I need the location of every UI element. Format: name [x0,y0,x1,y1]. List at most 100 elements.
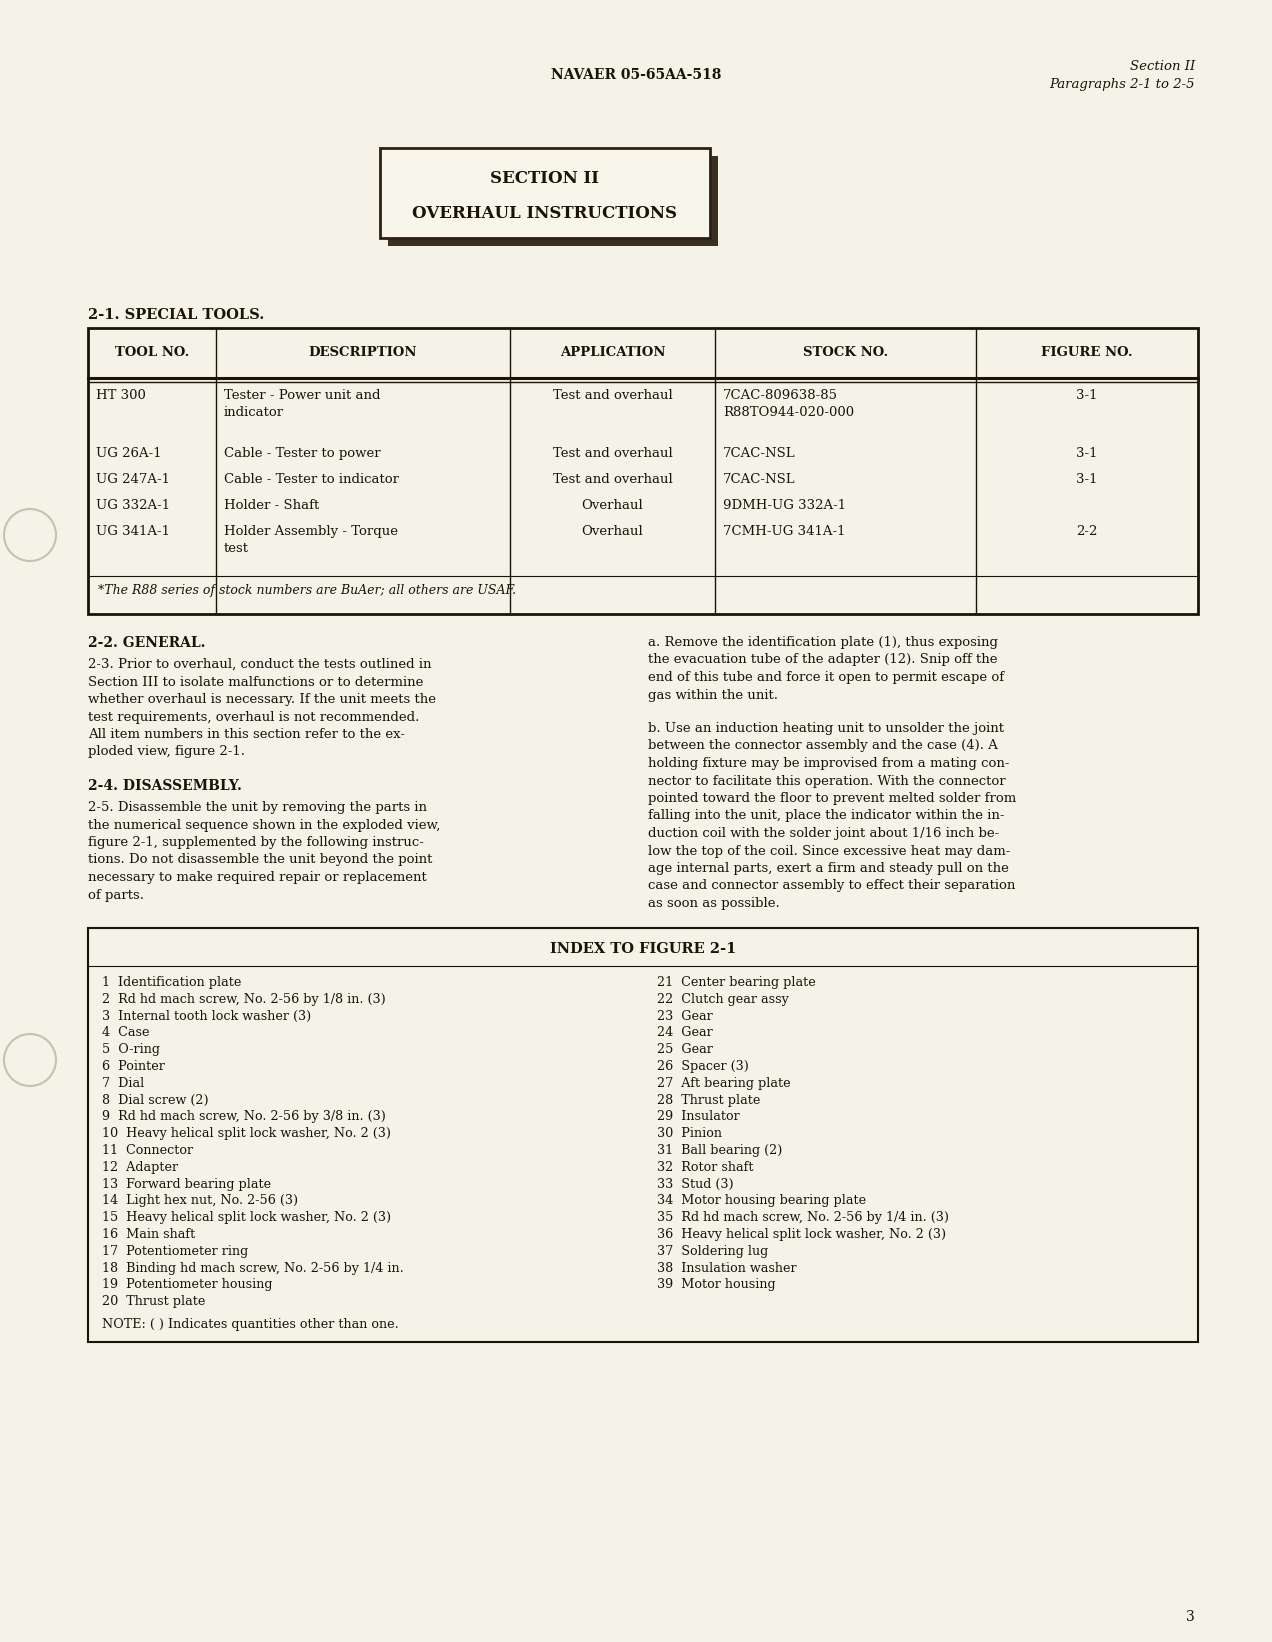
Text: 2-3. Prior to overhaul, conduct the tests outlined in: 2-3. Prior to overhaul, conduct the test… [88,658,431,672]
Text: 6  Pointer: 6 Pointer [102,1061,165,1072]
Text: APPLICATION: APPLICATION [560,346,665,360]
Text: SECTION II: SECTION II [491,171,599,187]
Circle shape [4,1034,56,1085]
Text: HT 300: HT 300 [95,389,146,402]
Text: 33  Stud (3): 33 Stud (3) [658,1177,734,1190]
Text: 35  Rd hd mach screw, No. 2-56 by 1/4 in. (3): 35 Rd hd mach screw, No. 2-56 by 1/4 in.… [658,1212,949,1225]
Text: UG 247A-1: UG 247A-1 [95,473,170,486]
Text: 23  Gear: 23 Gear [658,1010,712,1023]
Text: 21  Center bearing plate: 21 Center bearing plate [658,975,815,988]
Text: OVERHAUL INSTRUCTIONS: OVERHAUL INSTRUCTIONS [412,205,678,222]
Text: Cable - Tester to power: Cable - Tester to power [224,447,380,460]
Text: All item numbers in this section refer to the ex-: All item numbers in this section refer t… [88,727,404,741]
Text: as soon as possible.: as soon as possible. [647,897,780,910]
Text: 2  Rd hd mach screw, No. 2-56 by 1/8 in. (3): 2 Rd hd mach screw, No. 2-56 by 1/8 in. … [102,993,385,1007]
Text: Overhaul: Overhaul [581,499,644,512]
Text: 22  Clutch gear assy: 22 Clutch gear assy [658,993,789,1007]
Text: 10  Heavy helical split lock washer, No. 2 (3): 10 Heavy helical split lock washer, No. … [102,1126,391,1140]
Text: a. Remove the identification plate (1), thus exposing: a. Remove the identification plate (1), … [647,635,999,649]
Text: the numerical sequence shown in the exploded view,: the numerical sequence shown in the expl… [88,818,440,831]
Text: 18  Binding hd mach screw, No. 2-56 by 1/4 in.: 18 Binding hd mach screw, No. 2-56 by 1/… [102,1261,403,1274]
Text: 7CAC-NSL: 7CAC-NSL [724,447,796,460]
Text: of parts.: of parts. [88,888,144,901]
Text: 20  Thrust plate: 20 Thrust plate [102,1296,205,1309]
Text: 30  Pinion: 30 Pinion [658,1126,722,1140]
Text: age internal parts, exert a firm and steady pull on the: age internal parts, exert a firm and ste… [647,862,1009,875]
Text: 19  Potentiometer housing: 19 Potentiometer housing [102,1279,272,1291]
Text: 13  Forward bearing plate: 13 Forward bearing plate [102,1177,271,1190]
Bar [388,156,717,246]
Text: 7  Dial: 7 Dial [102,1077,144,1090]
Text: nector to facilitate this operation. With the connector: nector to facilitate this operation. Wit… [647,775,1006,788]
Text: b. Use an induction heating unit to unsolder the joint: b. Use an induction heating unit to unso… [647,722,1004,736]
Text: 25  Gear: 25 Gear [658,1043,712,1056]
Text: Cable - Tester to indicator: Cable - Tester to indicator [224,473,398,486]
Text: 3  Internal tooth lock washer (3): 3 Internal tooth lock washer (3) [102,1010,312,1023]
Text: 9DMH-UG 332A-1: 9DMH-UG 332A-1 [724,499,846,512]
Text: 34  Motor housing bearing plate: 34 Motor housing bearing plate [658,1194,866,1207]
Text: 28  Thrust plate: 28 Thrust plate [658,1094,761,1107]
Text: 9  Rd hd mach screw, No. 2-56 by 3/8 in. (3): 9 Rd hd mach screw, No. 2-56 by 3/8 in. … [102,1110,385,1123]
Text: R88TO944-020-000: R88TO944-020-000 [724,406,855,419]
Text: necessary to make required repair or replacement: necessary to make required repair or rep… [88,870,426,883]
Text: UG 332A-1: UG 332A-1 [95,499,170,512]
Text: case and connector assembly to effect their separation: case and connector assembly to effect th… [647,880,1015,893]
Text: 2-2: 2-2 [1076,525,1098,539]
Text: 7CMH-UG 341A-1: 7CMH-UG 341A-1 [724,525,846,539]
Text: between the connector assembly and the case (4). A: between the connector assembly and the c… [647,739,997,752]
Text: 16  Main shaft: 16 Main shaft [102,1228,195,1241]
Text: 29  Insulator: 29 Insulator [658,1110,740,1123]
Text: duction coil with the solder joint about 1/16 inch be-: duction coil with the solder joint about… [647,828,1000,841]
Text: 1  Identification plate: 1 Identification plate [102,975,242,988]
Text: indicator: indicator [224,406,284,419]
Text: tions. Do not disassemble the unit beyond the point: tions. Do not disassemble the unit beyon… [88,854,432,867]
Text: 17  Potentiometer ring: 17 Potentiometer ring [102,1245,248,1258]
Text: end of this tube and force it open to permit escape of: end of this tube and force it open to pe… [647,672,1004,685]
Text: 27  Aft bearing plate: 27 Aft bearing plate [658,1077,791,1090]
Text: falling into the unit, place the indicator within the in-: falling into the unit, place the indicat… [647,810,1005,823]
Text: 3: 3 [1187,1611,1194,1624]
Text: test: test [224,542,248,555]
Text: 7CAC-NSL: 7CAC-NSL [724,473,796,486]
Text: 26  Spacer (3): 26 Spacer (3) [658,1061,749,1072]
Text: 39  Motor housing: 39 Motor housing [658,1279,776,1291]
Text: DESCRIPTION: DESCRIPTION [309,346,417,360]
Bar [88,928,1198,1342]
Text: 5  O-ring: 5 O-ring [102,1043,160,1056]
Text: ploded view, figure 2-1.: ploded view, figure 2-1. [88,745,245,759]
Text: test requirements, overhaul is not recommended.: test requirements, overhaul is not recom… [88,711,420,724]
Text: 37  Soldering lug: 37 Soldering lug [658,1245,768,1258]
Bar [380,148,710,238]
Text: 31  Ball bearing (2): 31 Ball bearing (2) [658,1144,782,1158]
Text: 2-1. SPECIAL TOOLS.: 2-1. SPECIAL TOOLS. [88,309,265,322]
Text: Overhaul: Overhaul [581,525,644,539]
Text: FIGURE NO.: FIGURE NO. [1042,346,1133,360]
Text: INDEX TO FIGURE 2-1: INDEX TO FIGURE 2-1 [550,943,736,956]
Text: Test and overhaul: Test and overhaul [552,447,673,460]
Text: 11  Connector: 11 Connector [102,1144,193,1158]
Text: 7CAC-809638-85: 7CAC-809638-85 [724,389,838,402]
Text: 3-1: 3-1 [1076,447,1098,460]
Text: *The R88 series of stock numbers are BuAer; all others are USAF.: *The R88 series of stock numbers are BuA… [98,585,516,598]
Text: Test and overhaul: Test and overhaul [552,473,673,486]
Text: figure 2-1, supplemented by the following instruc-: figure 2-1, supplemented by the followin… [88,836,424,849]
Text: pointed toward the floor to prevent melted solder from: pointed toward the floor to prevent melt… [647,791,1016,805]
Text: STOCK NO.: STOCK NO. [803,346,888,360]
Text: TOOL NO.: TOOL NO. [114,346,190,360]
Text: Holder Assembly - Torque: Holder Assembly - Torque [224,525,398,539]
Text: 24  Gear: 24 Gear [658,1026,712,1039]
Text: 12  Adapter: 12 Adapter [102,1161,178,1174]
Text: Tester - Power unit and: Tester - Power unit and [224,389,380,402]
Text: Section II: Section II [1130,61,1194,72]
Text: gas within the unit.: gas within the unit. [647,688,778,701]
Text: 4  Case: 4 Case [102,1026,150,1039]
Text: low the top of the coil. Since excessive heat may dam-: low the top of the coil. Since excessive… [647,844,1010,857]
Text: Test and overhaul: Test and overhaul [552,389,673,402]
Text: the evacuation tube of the adapter (12). Snip off the: the evacuation tube of the adapter (12).… [647,654,997,667]
Text: 3-1: 3-1 [1076,473,1098,486]
Text: 36  Heavy helical split lock washer, No. 2 (3): 36 Heavy helical split lock washer, No. … [658,1228,946,1241]
Text: Holder - Shaft: Holder - Shaft [224,499,319,512]
Text: 2-4. DISASSEMBLY.: 2-4. DISASSEMBLY. [88,778,242,793]
Circle shape [4,509,56,562]
Text: UG 341A-1: UG 341A-1 [95,525,170,539]
